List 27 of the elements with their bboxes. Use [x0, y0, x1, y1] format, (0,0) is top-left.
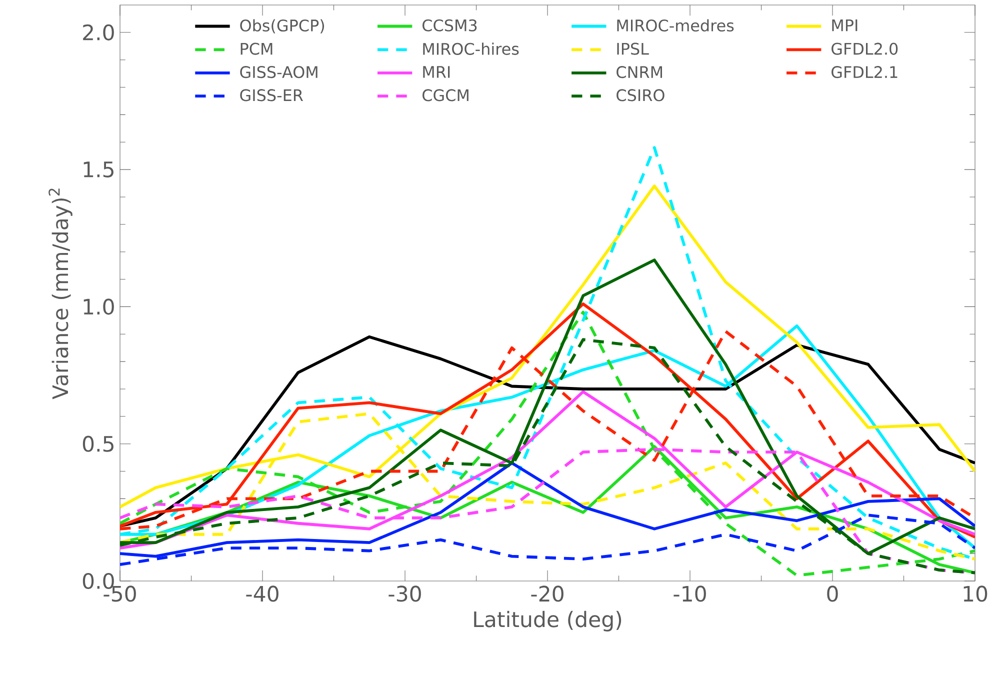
legend-label: CSIRO	[616, 89, 664, 102]
x-tick-label: -10	[674, 586, 706, 602]
legend-label: GISS-AOM	[240, 66, 318, 78]
x-tick-label: -40	[246, 586, 278, 602]
y-axis-title: Variance (mm/day)$^{2}$	[48, 188, 72, 400]
legend-label: CNRM	[616, 66, 662, 78]
legend-label: GFDL2.0	[832, 42, 898, 55]
x-tick-label: 10	[964, 586, 988, 602]
legend-label: IPSL	[617, 42, 649, 55]
legend-label: MPI	[832, 19, 858, 32]
y-tick-label: 1.5	[84, 162, 114, 178]
x-tick-label: 0	[827, 586, 838, 602]
x-axis-title: Latitude (deg)	[474, 610, 622, 632]
legend-label: GFDL2.1	[832, 66, 898, 78]
legend-label: CGCM	[422, 89, 468, 102]
y-tick-label: 2.0	[83, 24, 114, 40]
legend-label: MIROC-hires	[423, 42, 519, 55]
legend-label: PCM	[240, 42, 272, 55]
y-tick-label: 1.0	[84, 298, 114, 315]
x-tick-label: -30	[388, 586, 421, 602]
legend-label: MRI	[423, 66, 450, 78]
legend-label: CCSM3	[422, 19, 477, 32]
legend-label: MIROC-medres	[617, 19, 734, 32]
legend-label: GISS-ER	[240, 89, 304, 102]
y-tick-label: 0.5	[82, 436, 114, 452]
legend-label: Obs(GPCP)	[240, 19, 324, 34]
x-tick-label: -20	[531, 586, 564, 602]
